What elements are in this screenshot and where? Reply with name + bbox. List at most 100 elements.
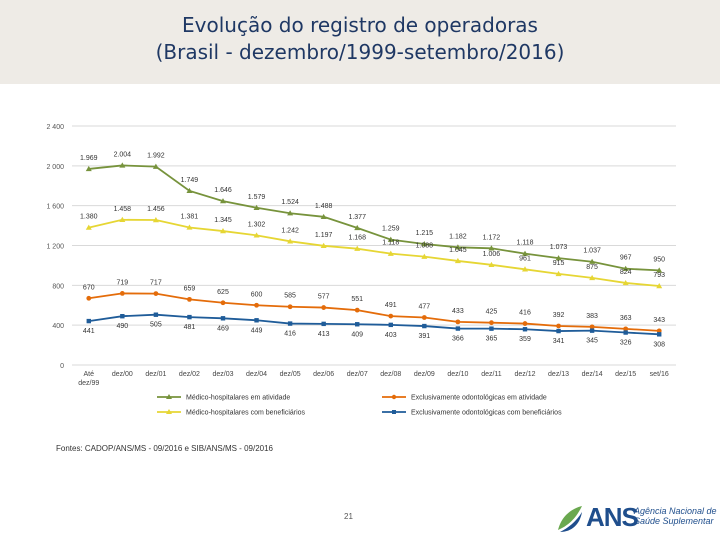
data-label: 413 xyxy=(318,331,330,338)
x-tick-label: dez/09 xyxy=(414,371,435,378)
data-point xyxy=(119,162,126,168)
data-label: 1.456 xyxy=(147,206,165,213)
data-label: 1.168 xyxy=(348,235,366,242)
x-tick-label: dez/12 xyxy=(514,371,535,378)
x-tick-label: set/16 xyxy=(650,371,669,378)
data-label: 1.749 xyxy=(181,177,199,184)
x-tick-label: dez/07 xyxy=(347,371,368,378)
series-line xyxy=(88,313,660,336)
series-line xyxy=(88,164,660,272)
data-label: 1.073 xyxy=(550,244,568,251)
data-point xyxy=(421,241,428,247)
data-point xyxy=(321,305,327,310)
data-label: 1.172 xyxy=(483,234,501,241)
data-label: 824 xyxy=(620,269,632,276)
legend-marker xyxy=(166,394,172,399)
x-tick-label: dez/08 xyxy=(380,371,401,378)
data-point xyxy=(220,228,226,234)
data-point xyxy=(623,326,629,332)
data-point xyxy=(355,322,360,327)
data-label: 1.969 xyxy=(80,155,98,162)
data-label: 469 xyxy=(217,325,229,332)
data-label: 505 xyxy=(150,322,162,329)
data-point xyxy=(589,328,595,333)
data-label: 1.377 xyxy=(348,214,366,221)
data-point xyxy=(387,236,394,242)
y-tick-label: 800 xyxy=(52,283,64,290)
data-point xyxy=(488,245,495,251)
data-point xyxy=(120,314,125,319)
data-label: 416 xyxy=(519,310,531,317)
y-tick-label: 1 600 xyxy=(46,204,64,211)
data-label: 1.992 xyxy=(147,153,165,160)
logo-subtitle-line-2: Saúde Suplementar xyxy=(634,516,714,526)
data-label: 2.004 xyxy=(114,151,132,158)
ans-leaf-icon xyxy=(558,506,582,532)
data-point xyxy=(253,204,260,210)
data-label: 1.488 xyxy=(315,203,333,210)
x-tick-label: dez/10 xyxy=(447,371,468,378)
data-label: 961 xyxy=(519,255,531,262)
data-label: 326 xyxy=(620,340,632,347)
data-point xyxy=(388,322,393,328)
legend-marker xyxy=(391,394,397,400)
source-note: Fontes: CADOP/ANS/MS - 09/2016 e SIB/ANS… xyxy=(56,444,273,453)
data-point xyxy=(656,267,663,273)
data-point xyxy=(287,304,293,310)
x-tick-label: dez/11 xyxy=(481,371,502,378)
data-point xyxy=(622,279,629,286)
data-point xyxy=(253,232,260,238)
data-point xyxy=(119,216,126,223)
data-point xyxy=(656,328,662,334)
data-label: 625 xyxy=(217,289,229,296)
data-label: 551 xyxy=(351,296,363,303)
data-point xyxy=(85,224,92,230)
data-point xyxy=(187,296,192,302)
data-label: 341 xyxy=(553,338,565,345)
data-point xyxy=(555,255,562,261)
title-line-2: (Brasil - dezembro/1999-setembro/2016) xyxy=(155,40,565,64)
data-label: 391 xyxy=(418,333,430,340)
data-label: 585 xyxy=(284,293,296,300)
data-point xyxy=(657,332,662,337)
data-label: 441 xyxy=(83,328,95,335)
legend-label: Exclusivamente odontológicas em atividad… xyxy=(411,395,547,402)
data-label: 366 xyxy=(452,336,464,343)
data-label: 1.118 xyxy=(382,240,399,247)
data-label: 491 xyxy=(385,302,397,309)
data-point xyxy=(254,318,259,323)
legend-marker xyxy=(392,410,396,414)
y-tick-label: 400 xyxy=(52,323,64,330)
data-label: 425 xyxy=(486,309,498,316)
data-label: 875 xyxy=(586,264,598,271)
slide-title: Evolução do registro de operadoras (Bras… xyxy=(0,12,720,66)
data-label: 416 xyxy=(284,331,296,338)
data-label: 1.380 xyxy=(80,214,98,221)
data-label: 659 xyxy=(184,285,196,292)
data-point xyxy=(119,290,125,296)
data-label: 363 xyxy=(620,315,632,322)
data-label: 793 xyxy=(653,272,665,279)
data-label: 1.088 xyxy=(416,243,434,250)
data-label: 600 xyxy=(251,291,263,298)
data-point xyxy=(85,165,92,172)
data-point xyxy=(387,250,394,256)
data-point xyxy=(320,242,327,248)
x-tick-label: dez/05 xyxy=(280,371,301,378)
data-label: 577 xyxy=(318,294,330,301)
data-label: 365 xyxy=(486,336,498,343)
logo-subtitle: Agência Nacional de Saúde Suplementar xyxy=(634,506,720,526)
data-label: 1.006 xyxy=(483,251,501,258)
data-point xyxy=(622,265,629,271)
x-tick-label: dez/14 xyxy=(582,371,603,378)
data-point xyxy=(522,250,528,256)
data-point xyxy=(656,283,663,289)
x-tick-label: dez/15 xyxy=(615,371,636,378)
data-point xyxy=(522,266,528,272)
data-label: 1.118 xyxy=(517,240,534,247)
legend-label: Médico-hospitalares em atividade xyxy=(186,395,290,402)
data-point xyxy=(186,224,193,230)
data-point xyxy=(287,210,294,216)
data-label: 1.037 xyxy=(583,248,601,255)
data-point xyxy=(623,330,628,335)
